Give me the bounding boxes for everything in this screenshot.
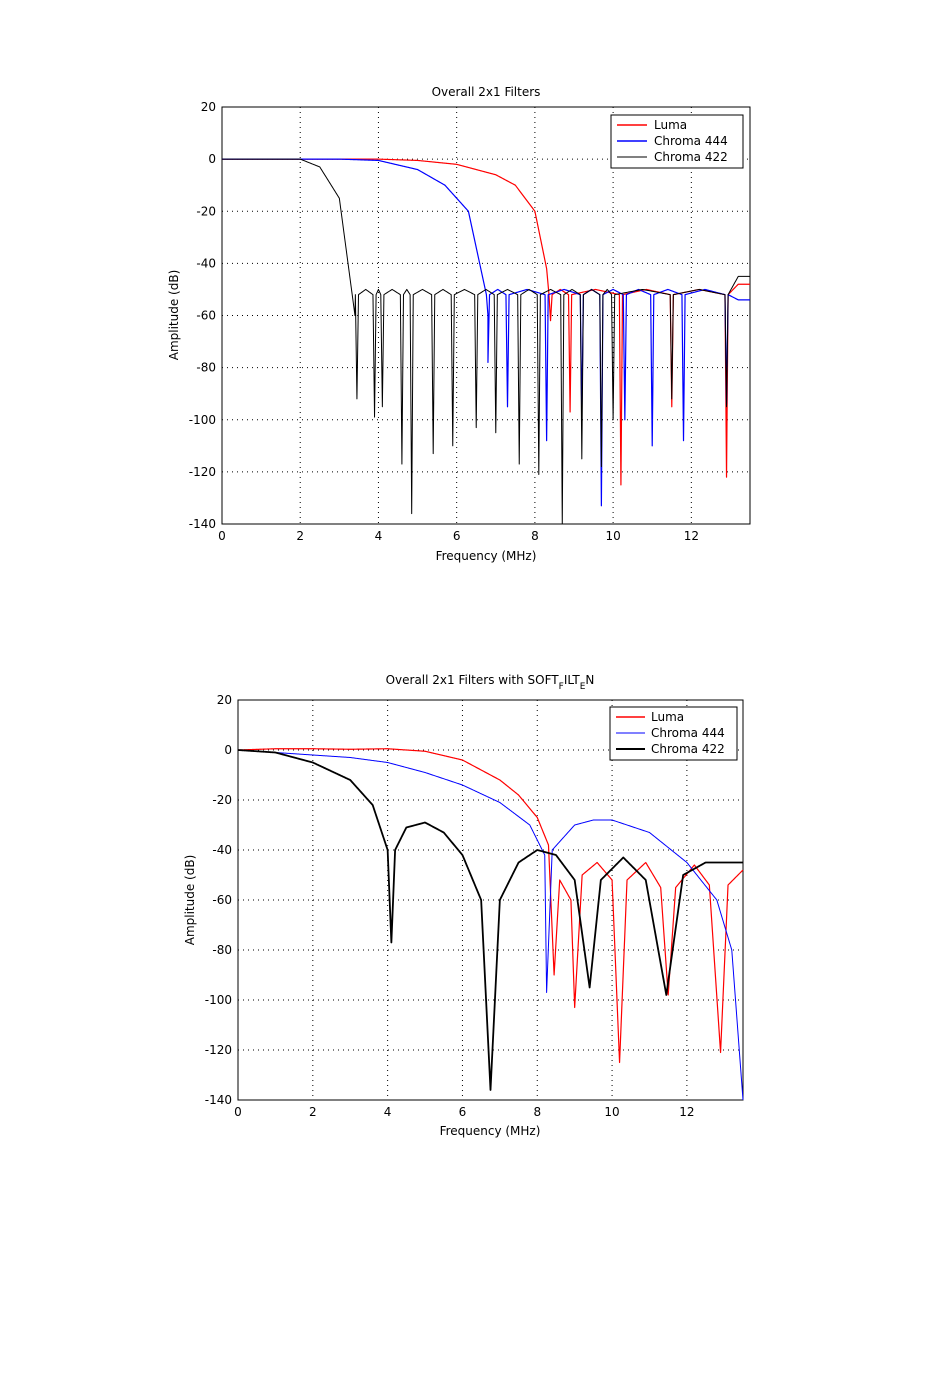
- y-tick-label: -60: [212, 893, 232, 907]
- y-tick-label: -80: [212, 943, 232, 957]
- x-axis-label: Frequency (MHz): [436, 549, 537, 563]
- y-tick-label: 0: [224, 743, 232, 757]
- series-lines: [237, 748, 744, 1101]
- x-tick-label: 12: [684, 529, 699, 543]
- y-tick-label: -40: [196, 256, 216, 270]
- legend: Luma Chroma 444 Chroma 422: [609, 706, 738, 761]
- legend-label-luma: Luma: [654, 118, 687, 132]
- y-tick-label: 0: [208, 152, 216, 166]
- series-line-chroma-444: [237, 749, 744, 1101]
- y-tick-label: -140: [205, 1093, 232, 1107]
- x-tick-label: 4: [384, 1105, 392, 1119]
- legend-label-chroma-444: Chroma 444: [654, 134, 728, 148]
- title-subscript-e: E: [580, 682, 586, 692]
- legend-label-luma: Luma: [651, 710, 684, 724]
- y-axis-label: Amplitude (dB): [167, 270, 181, 361]
- chart-2: 0 2 4 6 8 10 12 20 0 -20 -40 -60 -80 -100 -120 -140 Ove…: [183, 673, 744, 1138]
- title-subscript-f: F: [559, 682, 564, 692]
- x-tick-label: 8: [531, 529, 539, 543]
- y-tick-label: 20: [217, 693, 232, 707]
- tick-labels: 0 2 4 6 8 10 12 20 0 -20 -40 -60 -80 -100 -120 -140: [189, 100, 699, 543]
- series-line-chroma-422: [237, 749, 744, 1091]
- y-tick-label: -20: [212, 793, 232, 807]
- y-tick-label: -20: [196, 204, 216, 218]
- x-tick-label: 4: [375, 529, 383, 543]
- x-tick-label: 8: [533, 1105, 541, 1119]
- title-end: N: [585, 673, 594, 687]
- legend: Luma Chroma 444 Chroma 422: [610, 114, 744, 169]
- x-tick-label: 0: [234, 1105, 242, 1119]
- y-tick-label: -100: [189, 413, 216, 427]
- x-tick-label: 2: [309, 1105, 317, 1119]
- x-tick-label: 0: [218, 529, 226, 543]
- chart-1: 0 2 4 6 8 10 12 20 0 -20 -40 -60 -80 -100 -120 -140 Ove…: [167, 85, 751, 563]
- x-tick-label: 10: [604, 1105, 619, 1119]
- title-main: Overall 2x1 Filters with SOFT: [386, 673, 560, 687]
- y-tick-label: -40: [212, 843, 232, 857]
- legend-label-chroma-444: Chroma 444: [651, 726, 725, 740]
- y-tick-label: -140: [189, 517, 216, 531]
- y-tick-label: -100: [205, 993, 232, 1007]
- legend-label-chroma-422: Chroma 422: [651, 742, 725, 756]
- series-line-chroma-444: [222, 158, 750, 507]
- title-middle: ILT: [564, 673, 581, 687]
- chart-title: Overall 2x1 Filters with SOFTFILTEN: [386, 673, 595, 692]
- y-tick-label: 20: [201, 100, 216, 114]
- series-lines: [222, 158, 750, 525]
- series-line-luma: [237, 748, 744, 1064]
- y-tick-label: -120: [189, 465, 216, 479]
- tick-labels: 0 2 4 6 8 10 12 20 0 -20 -40 -60 -80 -100 -120 -140: [205, 693, 695, 1119]
- y-tick-label: -60: [196, 309, 216, 323]
- x-tick-label: 10: [605, 529, 620, 543]
- chart-title: Overall 2x1 Filters: [432, 85, 541, 99]
- x-axis-label: Frequency (MHz): [440, 1124, 541, 1138]
- x-tick-label: 6: [453, 529, 461, 543]
- x-tick-label: 2: [296, 529, 304, 543]
- legend-label-chroma-422: Chroma 422: [654, 150, 728, 164]
- y-tick-label: -80: [196, 361, 216, 375]
- y-axis-label: Amplitude (dB): [183, 855, 197, 946]
- series-line-chroma-422: [222, 158, 750, 525]
- x-tick-label: 6: [459, 1105, 467, 1119]
- x-tick-label: 12: [679, 1105, 694, 1119]
- y-tick-label: -120: [205, 1043, 232, 1057]
